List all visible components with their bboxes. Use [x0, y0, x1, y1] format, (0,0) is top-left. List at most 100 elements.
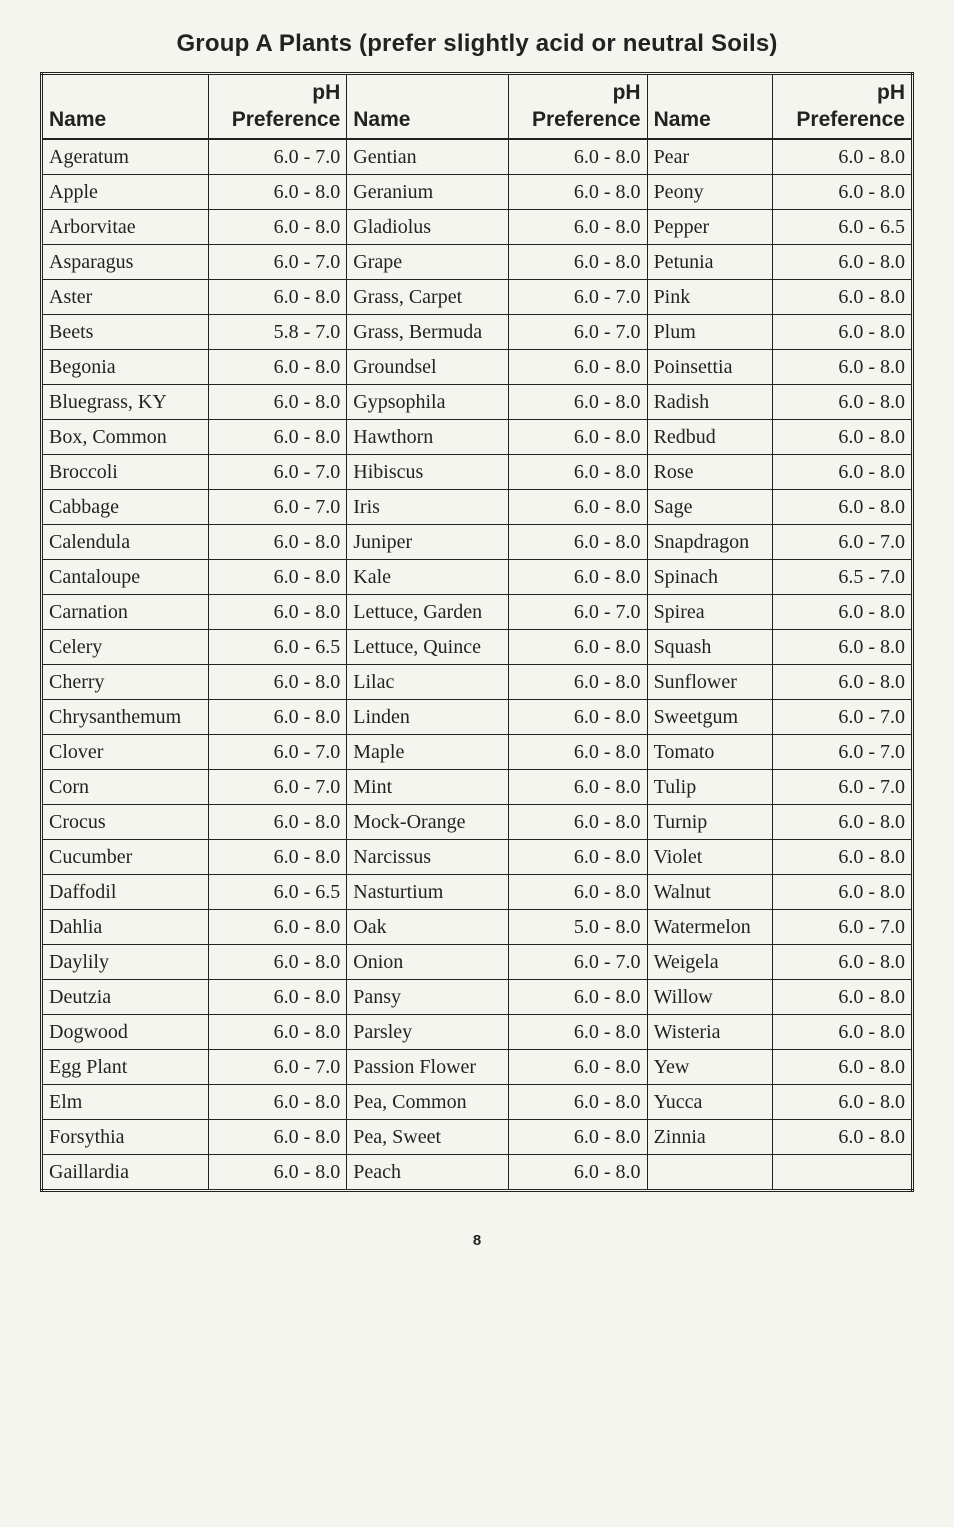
plant-ph: 6.0 - 8.0: [508, 384, 647, 419]
table-row: Box, Common6.0 - 8.0Hawthorn6.0 - 8.0Red…: [42, 419, 913, 454]
plant-name: Pear: [647, 139, 773, 175]
plant-ph: 6.0 - 8.0: [773, 979, 913, 1014]
plant-name: Lettuce, Quince: [347, 629, 509, 664]
plant-name: Kale: [347, 559, 509, 594]
plant-name: Dahlia: [42, 909, 209, 944]
plant-ph: 6.0 - 7.0: [508, 594, 647, 629]
plant-name: Arborvitae: [42, 209, 209, 244]
table-row: Elm6.0 - 8.0Pea, Common6.0 - 8.0Yucca6.0…: [42, 1084, 913, 1119]
table-row: Clover6.0 - 7.0Maple6.0 - 8.0Tomato6.0 -…: [42, 734, 913, 769]
plant-name: Broccoli: [42, 454, 209, 489]
page-title: Group A Plants (prefer slightly acid or …: [40, 30, 914, 58]
table-row: Corn6.0 - 7.0Mint6.0 - 8.0Tulip6.0 - 7.0: [42, 769, 913, 804]
plant-ph: 6.0 - 8.0: [208, 909, 347, 944]
plant-name: Groundsel: [347, 349, 509, 384]
plant-name: Sunflower: [647, 664, 773, 699]
plant-ph: 6.0 - 8.0: [508, 734, 647, 769]
plant-ph: 6.0 - 8.0: [773, 594, 913, 629]
table-row: Celery6.0 - 6.5Lettuce, Quince6.0 - 8.0S…: [42, 629, 913, 664]
plant-name: Bluegrass, KY: [42, 384, 209, 419]
plant-ph: 6.0 - 8.0: [773, 419, 913, 454]
plant-name: Wisteria: [647, 1014, 773, 1049]
plant-ph: 6.0 - 8.0: [508, 1014, 647, 1049]
plant-name: Pea, Sweet: [347, 1119, 509, 1154]
plant-ph: 6.0 - 8.0: [773, 1014, 913, 1049]
plant-name: Geranium: [347, 174, 509, 209]
plant-ph: [773, 1154, 913, 1190]
plant-name: Calendula: [42, 524, 209, 559]
table-row: Gaillardia6.0 - 8.0Peach6.0 - 8.0: [42, 1154, 913, 1190]
plant-ph: 6.0 - 8.0: [208, 944, 347, 979]
plant-ph: 6.0 - 8.0: [208, 1119, 347, 1154]
plant-name: Gladiolus: [347, 209, 509, 244]
plant-name: Hibiscus: [347, 454, 509, 489]
plant-name: Mock-Orange: [347, 804, 509, 839]
plant-ph: 6.0 - 8.0: [508, 419, 647, 454]
plant-ph: 6.0 - 8.0: [508, 979, 647, 1014]
plant-ph: 6.0 - 8.0: [773, 174, 913, 209]
plant-name: Willow: [647, 979, 773, 1014]
table-row: Arborvitae6.0 - 8.0Gladiolus6.0 - 8.0Pep…: [42, 209, 913, 244]
plant-name: Grape: [347, 244, 509, 279]
plant-name: Mint: [347, 769, 509, 804]
plant-ph: 5.8 - 7.0: [208, 314, 347, 349]
plant-name: Celery: [42, 629, 209, 664]
table-header-row: Name pHPreference Name pHPreference Name…: [42, 74, 913, 139]
plant-ph: 6.0 - 8.0: [508, 769, 647, 804]
plant-ph: 6.0 - 8.0: [508, 874, 647, 909]
plant-ph: 6.0 - 8.0: [208, 419, 347, 454]
col-ph-3: pHPreference: [773, 74, 913, 139]
plant-name: Squash: [647, 629, 773, 664]
plant-name: Dogwood: [42, 1014, 209, 1049]
plant-name: Aster: [42, 279, 209, 314]
plant-ph: 6.0 - 8.0: [208, 804, 347, 839]
plant-ph: 6.0 - 7.0: [508, 314, 647, 349]
plant-ph: 6.0 - 8.0: [773, 629, 913, 664]
plant-name: Sweetgum: [647, 699, 773, 734]
plant-ph: 6.0 - 8.0: [208, 174, 347, 209]
plant-ph: 6.0 - 8.0: [208, 979, 347, 1014]
page-number: 8: [40, 1232, 914, 1249]
plant-name: Chrysanthemum: [42, 699, 209, 734]
plant-ph: 6.0 - 8.0: [508, 209, 647, 244]
plant-ph: 6.0 - 8.0: [208, 1084, 347, 1119]
plant-ph: 6.0 - 7.0: [773, 734, 913, 769]
plant-name: Ageratum: [42, 139, 209, 175]
plant-name: Lettuce, Garden: [347, 594, 509, 629]
table-row: Apple6.0 - 8.0Geranium6.0 - 8.0Peony6.0 …: [42, 174, 913, 209]
plant-name: Clover: [42, 734, 209, 769]
table-row: Cherry6.0 - 8.0Lilac6.0 - 8.0Sunflower6.…: [42, 664, 913, 699]
plant-ph: 6.0 - 8.0: [773, 1084, 913, 1119]
plant-name: Cantaloupe: [42, 559, 209, 594]
plant-name: Radish: [647, 384, 773, 419]
table-row: Daylily6.0 - 8.0Onion6.0 - 7.0Weigela6.0…: [42, 944, 913, 979]
plant-name: Grass, Bermuda: [347, 314, 509, 349]
plant-ph: 6.0 - 7.0: [508, 944, 647, 979]
plant-name: Gentian: [347, 139, 509, 175]
plant-ph: 6.0 - 6.5: [773, 209, 913, 244]
table-row: Broccoli6.0 - 7.0Hibiscus6.0 - 8.0Rose6.…: [42, 454, 913, 489]
table-row: Cabbage6.0 - 7.0Iris6.0 - 8.0Sage6.0 - 8…: [42, 489, 913, 524]
plant-ph: 6.0 - 8.0: [508, 699, 647, 734]
table-row: Forsythia6.0 - 8.0Pea, Sweet6.0 - 8.0Zin…: [42, 1119, 913, 1154]
plant-ph: 6.0 - 7.0: [208, 244, 347, 279]
plant-name: Cucumber: [42, 839, 209, 874]
plants-table: Name pHPreference Name pHPreference Name…: [40, 72, 914, 1192]
plant-ph: 6.0 - 8.0: [508, 1154, 647, 1190]
plant-ph: 6.0 - 8.0: [773, 279, 913, 314]
plant-ph: 6.0 - 8.0: [773, 1119, 913, 1154]
plant-ph: 6.0 - 7.0: [773, 769, 913, 804]
plant-ph: 6.0 - 8.0: [773, 664, 913, 699]
plant-name: Snapdragon: [647, 524, 773, 559]
plant-name: Gaillardia: [42, 1154, 209, 1190]
plant-name: Iris: [347, 489, 509, 524]
plant-ph: 6.0 - 8.0: [773, 384, 913, 419]
plant-name: Peony: [647, 174, 773, 209]
plant-ph: 6.0 - 8.0: [773, 804, 913, 839]
col-ph-2: pHPreference: [508, 74, 647, 139]
plant-name: Crocus: [42, 804, 209, 839]
plant-name: Grass, Carpet: [347, 279, 509, 314]
table-row: Begonia6.0 - 8.0Groundsel6.0 - 8.0Poinse…: [42, 349, 913, 384]
plant-ph: 6.0 - 8.0: [773, 314, 913, 349]
plant-ph: 6.0 - 7.0: [208, 1049, 347, 1084]
